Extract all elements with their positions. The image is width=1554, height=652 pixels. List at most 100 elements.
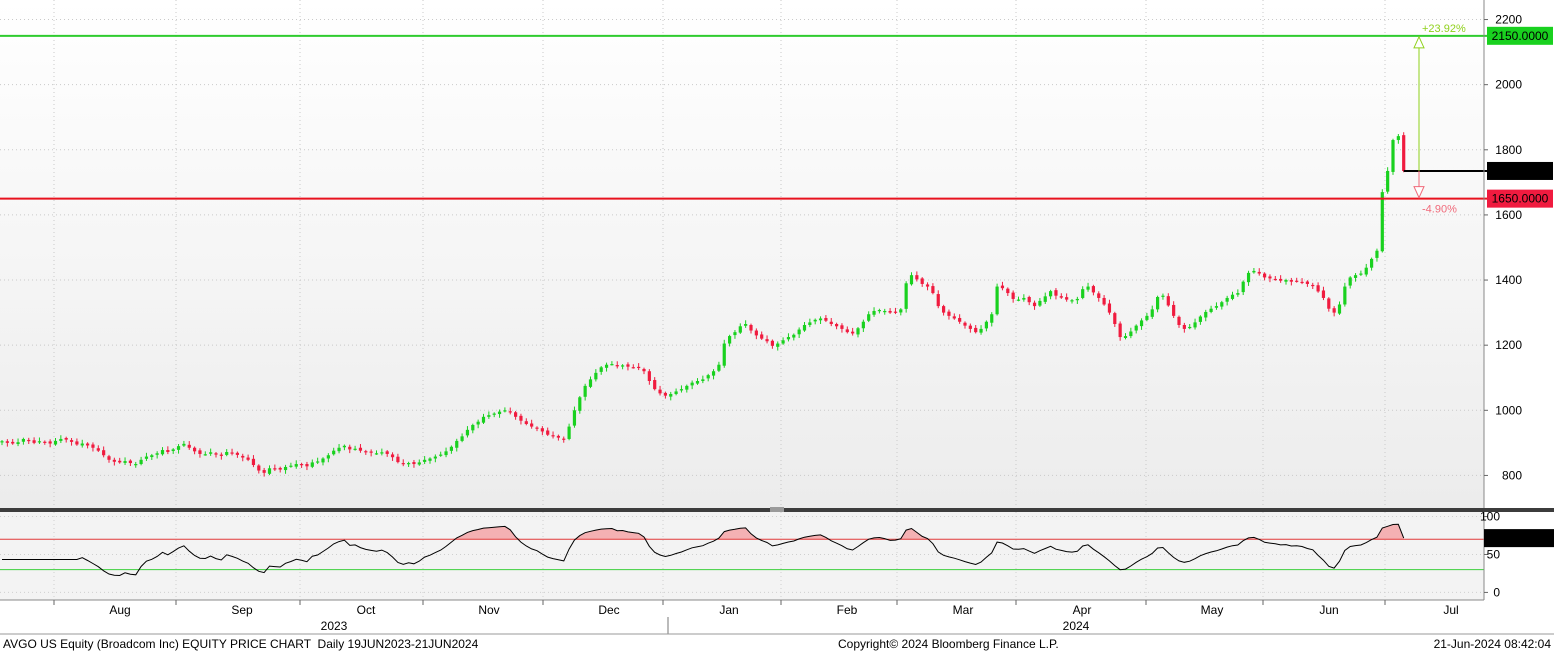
candle (16, 438, 20, 447)
candle (877, 308, 881, 314)
candle (1386, 167, 1390, 194)
candle (936, 290, 940, 309)
candle-body-down (845, 329, 849, 333)
candle-body-down (1327, 298, 1331, 309)
candle (134, 461, 138, 468)
candle-body-down (658, 389, 662, 394)
candle (818, 316, 823, 325)
candle (786, 333, 791, 342)
time-axis: Aug Sep Oct Nov Dec Jan Feb Mar Apr May Jun Jul 2023… (0, 599, 1484, 634)
candle (685, 384, 689, 393)
candle (615, 361, 619, 369)
candle-body-down (952, 316, 956, 319)
candle (219, 452, 223, 460)
candle-body-up (1156, 296, 1160, 310)
candle (257, 464, 261, 474)
candle-body-down (166, 450, 170, 452)
candle (1284, 278, 1288, 285)
candle-body-down (278, 467, 282, 470)
candle-body-up (476, 421, 480, 425)
candle (872, 307, 876, 317)
candle-body-up (53, 440, 58, 445)
price-tick-label: 2200 (1495, 13, 1522, 27)
candle-body-up (460, 436, 464, 441)
candle-body-up (203, 454, 207, 456)
candle (32, 437, 36, 445)
candle-body-up (225, 451, 229, 455)
candle-body-down (1097, 293, 1101, 298)
candle (1364, 263, 1368, 277)
candle-body-up (1241, 281, 1245, 293)
candle (765, 335, 769, 344)
candle-body-up (1214, 306, 1219, 308)
candle-body-up (1343, 286, 1347, 305)
candle-body-down (305, 464, 309, 467)
candle (861, 319, 865, 332)
candle (487, 411, 491, 419)
candle (385, 450, 389, 457)
candle (193, 446, 197, 455)
price-axis: 800 1000 1200 1400 1600 1800 2000 2200 (1483, 0, 1522, 508)
candle (449, 445, 453, 454)
candle-body-up (797, 329, 801, 335)
candle-body-down (631, 367, 635, 369)
candle (904, 281, 908, 313)
candle (1065, 293, 1069, 302)
candle (11, 438, 15, 445)
candle-body-up (471, 424, 475, 431)
month-label: Oct (357, 603, 376, 617)
candle (1236, 289, 1240, 297)
candle-body-up (160, 450, 165, 455)
candle-body-up (487, 415, 491, 417)
candle-body-down (86, 443, 90, 446)
candle-body-up (701, 379, 705, 381)
rsi-tick-label: 0 (1493, 585, 1500, 599)
splitter-grip[interactable] (770, 507, 784, 513)
candle-body-up (1353, 275, 1358, 278)
candle-body-down (835, 324, 839, 327)
candle-body-down (1305, 281, 1309, 284)
candle-body-up (1204, 311, 1208, 318)
candle (86, 442, 90, 449)
candle (925, 282, 930, 291)
candle-body-down (1289, 280, 1293, 282)
candle-body-down (11, 441, 15, 444)
candle (728, 334, 732, 347)
candle-body-down (851, 331, 855, 334)
candle-body-up (909, 275, 914, 285)
candle (1295, 277, 1299, 283)
candle-body-down (888, 310, 892, 313)
candle-body-up (690, 382, 694, 386)
target-percent-label: +23.92% (1422, 23, 1466, 35)
footer-background (0, 634, 1554, 652)
candle (797, 327, 801, 339)
candle-body-down (235, 452, 239, 455)
candle-body-up (503, 410, 507, 412)
candle (1263, 272, 1267, 281)
candle-body-down (358, 447, 363, 451)
candle (358, 444, 363, 453)
candle-body-up (0, 441, 4, 443)
year-label: 2023 (321, 619, 348, 633)
candle-body-down (963, 322, 967, 326)
candle (412, 459, 416, 468)
candle (1220, 300, 1224, 310)
candle-body-up (374, 453, 379, 455)
candle (1214, 302, 1219, 310)
candle-body-down (1273, 278, 1277, 281)
candle-body-down (118, 460, 122, 463)
candle-body-up (818, 318, 823, 321)
price-tick-label: 1200 (1495, 338, 1522, 352)
candle (294, 460, 298, 469)
candle (1225, 295, 1229, 306)
candle (776, 341, 780, 351)
candle-body-up (134, 464, 138, 466)
candle (128, 459, 132, 466)
candle (144, 452, 149, 461)
candle-body-up (1038, 300, 1042, 306)
candle (96, 445, 100, 452)
candle-body-up (1225, 297, 1229, 302)
candle-body-down (1295, 280, 1299, 282)
candle (1070, 298, 1074, 304)
candle-body-down (1006, 288, 1010, 294)
